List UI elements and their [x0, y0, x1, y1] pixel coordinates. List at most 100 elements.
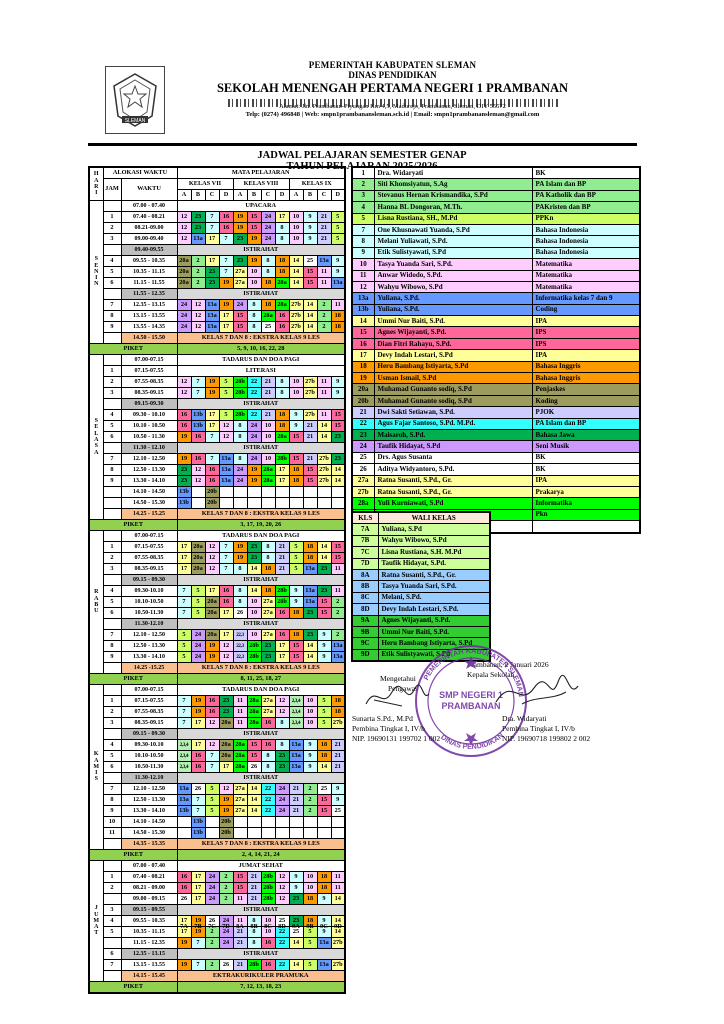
lesson-cell [190, 497, 206, 509]
lesson-cell: 15 [330, 420, 346, 432]
jam-cell [102, 662, 122, 674]
timetable-row: 6 11.15 - 11.55 20a 2 23 19 27a 10 18 28a 14 15 11 13… [89, 277, 346, 289]
lesson-cell: 13a [330, 640, 346, 652]
lesson-cell: 2 [218, 893, 234, 905]
lesson-cell: 12 [218, 640, 234, 652]
lesson-cell: 5 [288, 552, 304, 564]
col-header-section: C [260, 189, 276, 201]
waktu-cell: 10.10-10.50 [120, 596, 178, 608]
jam-cell: 4 [102, 409, 122, 421]
teacher-name: Agus Fajar Santoso, S.Pd. M.Pd. [373, 417, 533, 431]
teacher-name: Stevanus Hernan Krismandika, S.Pd [373, 189, 533, 203]
span-cell: UPACARA [176, 200, 346, 212]
teacher-subject: PA Islam dan BP [531, 178, 641, 191]
school-stamp-icon: PEMERINTAH KABUPATEN SLEMAN DINAS PENDID… [415, 645, 527, 757]
lesson-cell: 9 [302, 222, 318, 234]
lesson-cell: 23 [246, 552, 262, 564]
jam-cell [102, 486, 122, 498]
lesson-cell: 12 [204, 541, 220, 553]
jam-cell: 1 [102, 695, 122, 707]
teacher-subject: Informatika kelas 7 dan 9 [531, 292, 641, 305]
timetable-row: 1 07.15-07.55 LITERASI [89, 365, 346, 377]
lesson-cell: 11 [316, 376, 332, 388]
lesson-cell: 14 [246, 783, 262, 795]
lesson-cell: 9 [316, 893, 332, 905]
lesson-cell: 12 [190, 464, 206, 476]
lesson-cell: 12 [190, 475, 206, 487]
lesson-cell: 19 [218, 794, 234, 806]
jam-cell: 2 [102, 552, 122, 564]
teacher-name: Lisna Rustiana, SH., M.Pd [373, 212, 533, 225]
lesson-cell: 8 [232, 585, 248, 597]
teacher-subject: Koding [531, 394, 641, 408]
timetable-row: K A M I S 07.00-07.15 TADARUS DAN DOA PAGI [88, 684, 346, 850]
lesson-cell: 2 [190, 277, 206, 289]
teacher-number: 26 [351, 463, 375, 476]
teacher-legend: 1 Dra. Widaryati BK 2 Siti Khomsiyatun, S.Ag… [351, 166, 641, 534]
lesson-cell: 7 [190, 959, 206, 971]
timetable-row: 2 07.55-08.35 17 20a 12 7 19 23 8 21 5 18 14 15 [89, 552, 346, 564]
lesson-cell: 23 [218, 695, 234, 707]
lesson-cell [232, 827, 248, 839]
waktu-cell: 09.30 - 10.10 [120, 409, 178, 421]
lesson-cell: 23 [260, 651, 276, 663]
lesson-cell: 12 [176, 211, 192, 223]
lesson-cell: 19 [218, 299, 234, 311]
lesson-cell: 8 [260, 541, 276, 553]
lesson-cell: 23 [190, 211, 206, 223]
lesson-cell: 17 [176, 563, 192, 575]
timetable-row: 3 08.35-09.15 7 17 12 20a 11 28a 16 8 2,3,4 10 5 27b [89, 717, 346, 729]
lesson-cell: 11 [316, 409, 332, 421]
waktu-cell: 13.15 - 13.55 [120, 959, 178, 971]
teacher-number: 20a [351, 383, 375, 396]
wali-kelas-row: 9A Agnes Wijayanti, S.Pd. [351, 614, 491, 627]
lesson-cell: 15 [316, 607, 332, 619]
jam-cell [102, 530, 122, 542]
waktu-cell: 09.15-09.30 [120, 398, 178, 410]
lesson-cell: 24 [232, 464, 248, 476]
lesson-cell: 5 [218, 409, 234, 421]
footer-class-label: 7A [180, 923, 188, 930]
lesson-cell [260, 486, 276, 498]
lesson-cell: 27b [302, 409, 318, 421]
teacher-subject: PJOK [531, 406, 641, 419]
jam-cell: 9 [102, 321, 122, 333]
wali-kelas-class: 7C [351, 546, 379, 559]
lesson-cell: 28a [260, 464, 276, 476]
wali-kelas-row: 7A Yuliana, S.Pd [351, 523, 491, 536]
waktu-cell: 07.15-07.55 [120, 695, 178, 707]
waktu-cell: 13.30 - 14.10 [120, 475, 178, 487]
footer-class-label: 9A [292, 923, 300, 930]
lesson-cell: 9 [288, 420, 304, 432]
teacher-row: 2 Siti Khomsiyatun, S.Ag PA Islam dan BP [351, 178, 641, 191]
teacher-number: 1 [351, 166, 375, 180]
waktu-cell: 09.55 - 10.35 [120, 915, 178, 927]
waktu-cell: 14.10 - 14.50 [120, 816, 178, 828]
jam-cell: 6 [102, 761, 122, 773]
lesson-cell: 27b [302, 387, 318, 399]
teacher-number: 28a [351, 497, 375, 510]
lesson-cell: 5 [330, 211, 346, 223]
lesson-cell [232, 486, 248, 498]
wali-kelas-name: Ratna Susanti, S.Pd., Gr. [377, 568, 491, 582]
lesson-cell: 8 [232, 563, 248, 575]
lesson-cell: 2 [316, 321, 332, 333]
lesson-cell: 24 [246, 420, 262, 432]
lesson-cell: 23 [302, 607, 318, 619]
waktu-cell: 14.25 - 15.25 [120, 508, 178, 520]
wali-kelas-name: Ummi Nur Baiti, S.Pd. [377, 625, 491, 639]
jam-cell: 2 [102, 376, 122, 388]
jam-cell: 5 [102, 420, 122, 432]
waktu-cell: 14.15 - 15.45 [120, 970, 178, 982]
lesson-cell: 17 [190, 717, 206, 729]
lesson-cell: 20b [218, 816, 234, 828]
teacher-row: 5 Lisna Rustiana, SH., M.Pd PPKn [351, 212, 641, 225]
lesson-cell: 13a [288, 761, 304, 773]
timetable-row: 1 07.40 - 08.21 12 23 7 16 19 15 24 17 10 9 21 5 [89, 211, 346, 223]
teacher-legend-table: 1 Dra. Widaryati BK 2 Siti Khomsiyatun, S.Ag… [351, 166, 641, 534]
lesson-cell: 18 [302, 552, 318, 564]
waktu-cell: 13.30 - 14.10 [120, 805, 178, 817]
jam-cell [102, 838, 122, 850]
